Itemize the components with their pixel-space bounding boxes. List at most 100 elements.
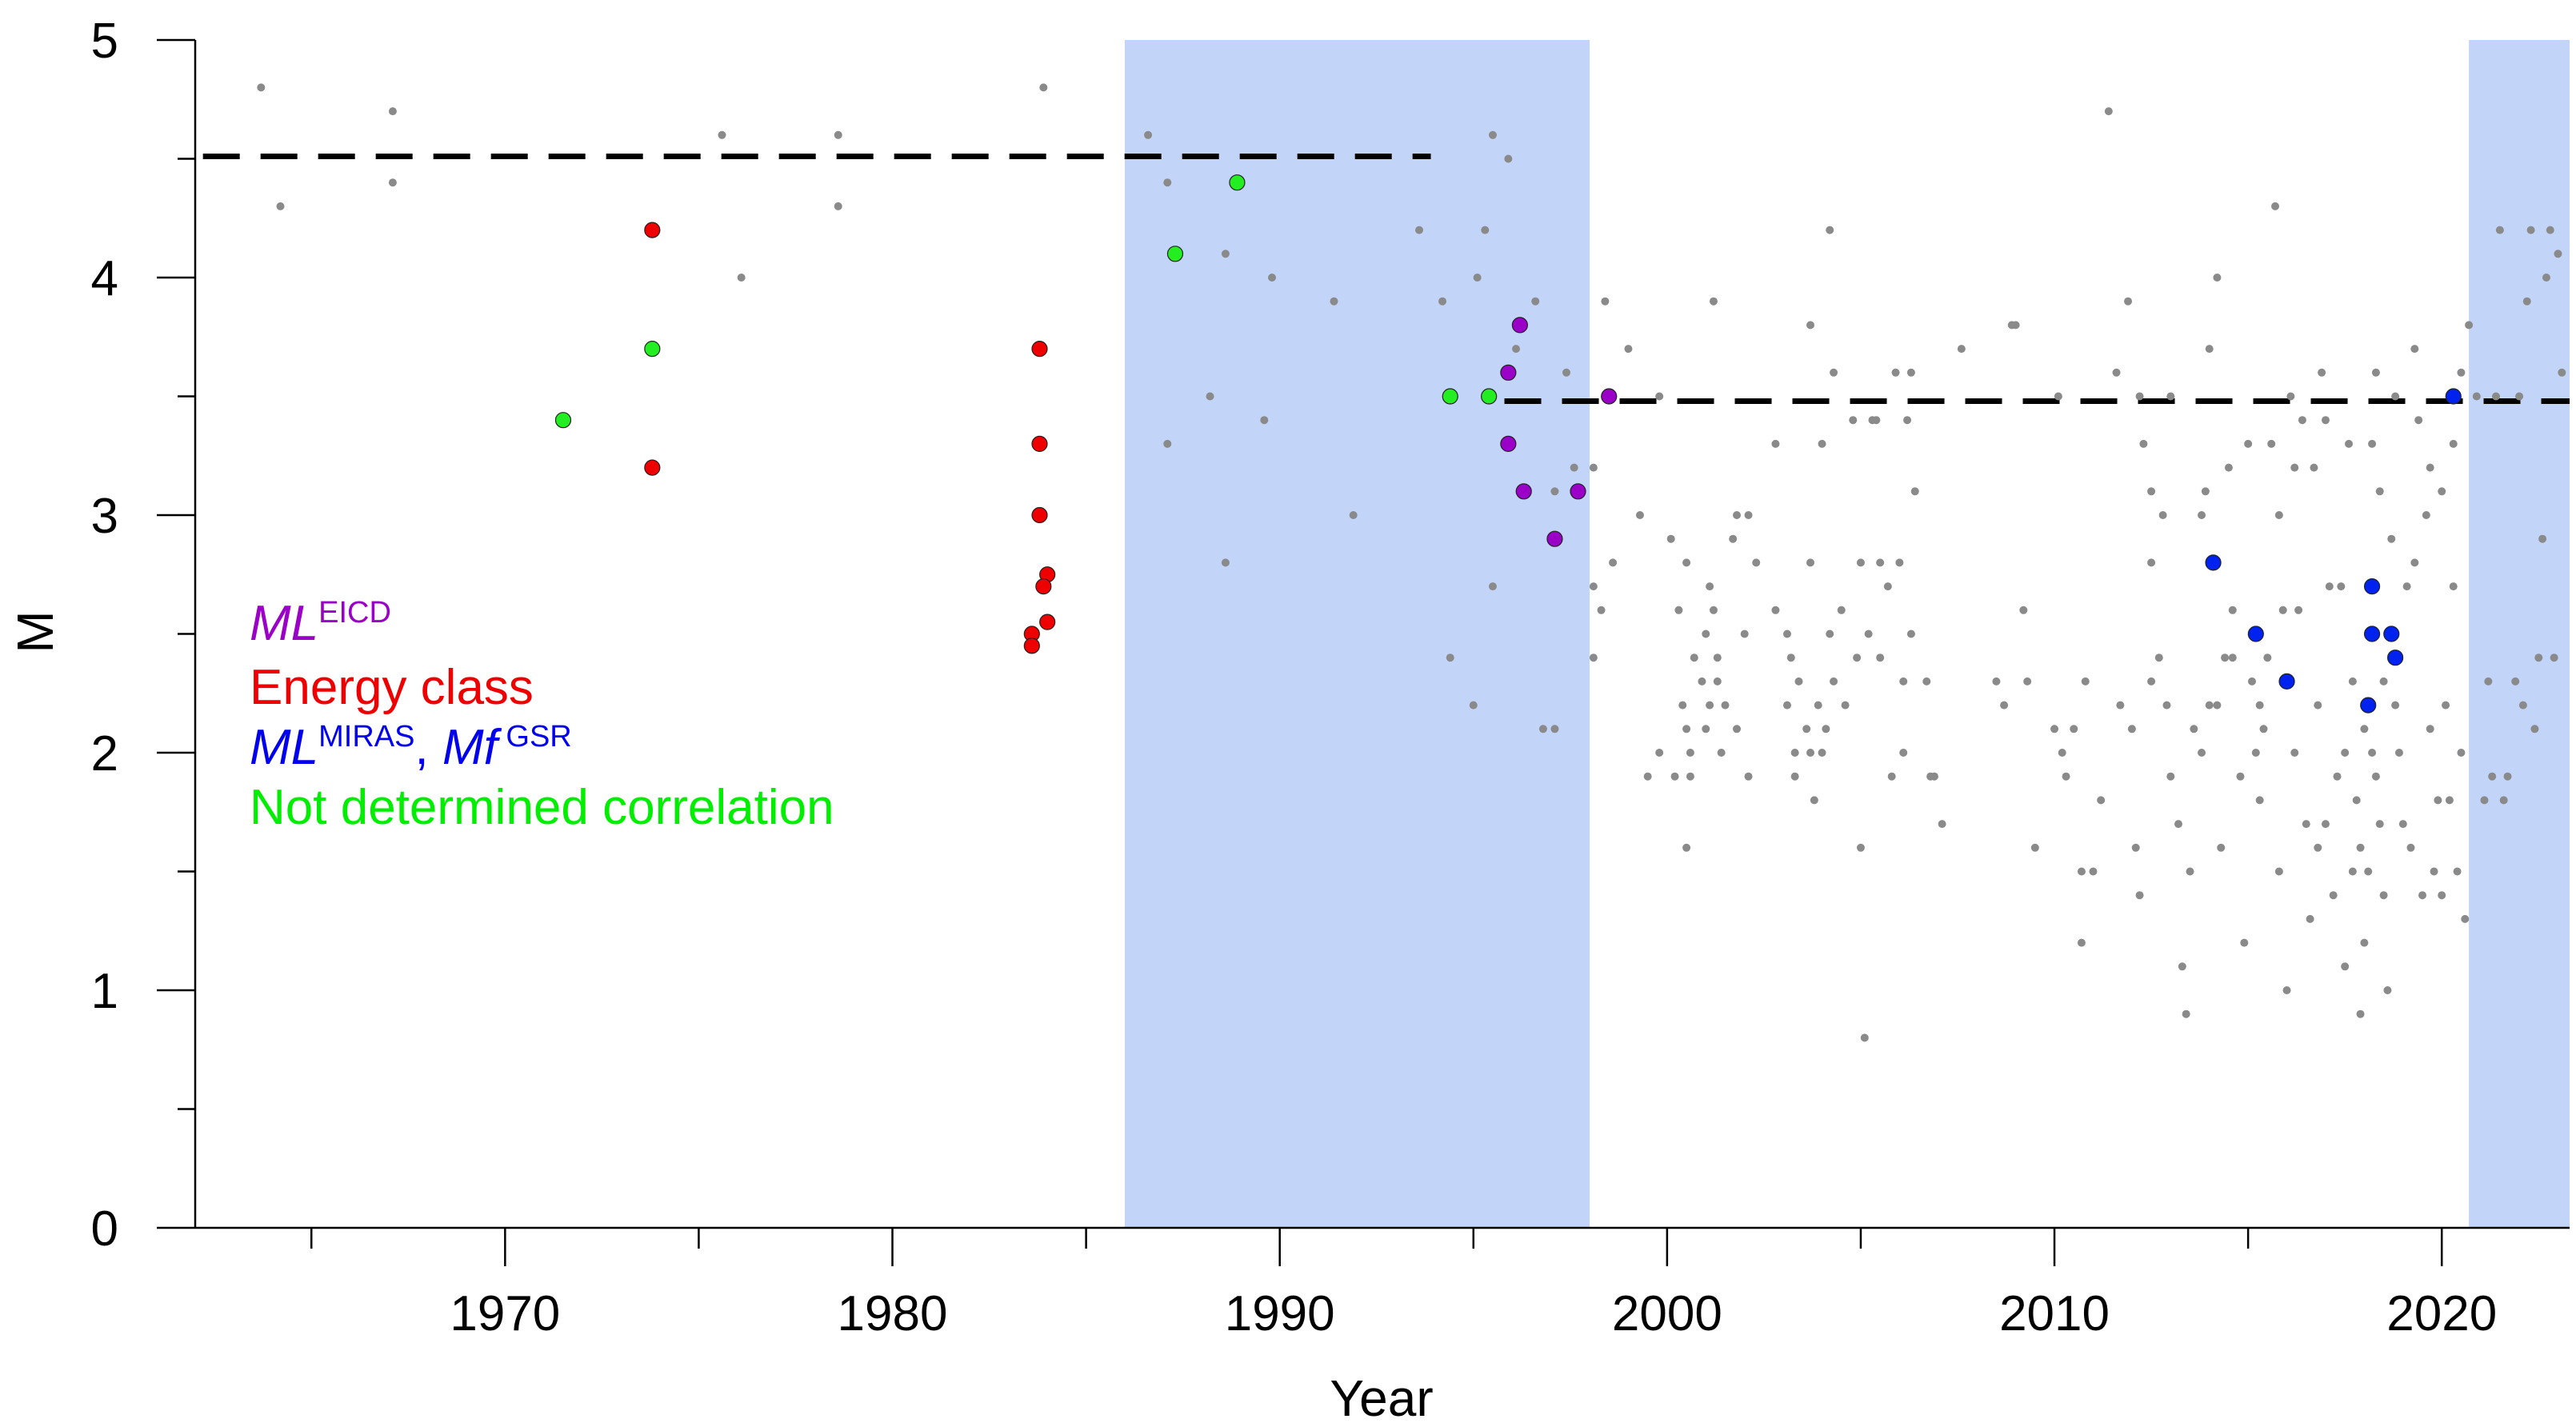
- event-point: [2298, 416, 2306, 425]
- event-point: [1794, 677, 1803, 686]
- event-point: [2360, 725, 2369, 733]
- event-point: [2154, 654, 2163, 662]
- event-point: [1856, 843, 1865, 852]
- highlighted-event-point: [2205, 554, 2222, 571]
- event-point: [2457, 368, 2466, 377]
- x-tick-label: 2000: [1612, 1286, 1722, 1341]
- event-point: [1876, 654, 1885, 662]
- event-point: [1538, 725, 1547, 733]
- event-point: [2387, 534, 2396, 543]
- event-point: [1698, 677, 1706, 686]
- y-tick-label: 4: [91, 251, 118, 306]
- event-point: [2318, 368, 2326, 377]
- event-point: [2406, 843, 2415, 852]
- event-point: [1601, 297, 1610, 306]
- event-point: [2379, 677, 2388, 686]
- event-point: [2371, 368, 2380, 377]
- event-point: [1790, 772, 1799, 781]
- event-point: [1744, 511, 1753, 519]
- event-point: [1849, 416, 1858, 425]
- event-point: [1163, 439, 1172, 448]
- event-point: [2445, 796, 2454, 805]
- event-point: [2166, 392, 2175, 401]
- event-point: [2011, 321, 2020, 330]
- event-point: [1330, 297, 1338, 306]
- event-point: [2228, 654, 2237, 662]
- event-point: [2356, 843, 2365, 852]
- event-point: [1830, 677, 1838, 686]
- legend-symbol: ML: [250, 720, 318, 775]
- event-point: [1876, 558, 1885, 567]
- event-point: [1531, 297, 1540, 306]
- event-point: [2360, 938, 2369, 947]
- event-point: [1733, 725, 1742, 733]
- event-point: [2542, 274, 2550, 282]
- event-point: [2314, 701, 2322, 710]
- event-point: [2306, 914, 2314, 923]
- event-point: [1790, 749, 1799, 757]
- event-point: [1260, 416, 1269, 425]
- y-tick-label: 5: [91, 14, 118, 69]
- event-point: [2515, 392, 2524, 401]
- highlighted-event-point: [1031, 435, 1048, 453]
- event-point: [1841, 701, 1850, 710]
- event-point: [2124, 297, 2133, 306]
- event-point: [2058, 749, 2066, 757]
- event-point: [1733, 511, 1742, 519]
- event-point: [2356, 1009, 2365, 1018]
- event-point: [2030, 843, 2039, 852]
- event-point: [1221, 250, 1230, 258]
- event-point: [1938, 820, 1946, 829]
- event-point: [2333, 772, 2342, 781]
- event-point: [276, 202, 285, 210]
- event-point: [2414, 416, 2423, 425]
- legend-superscript: MIRAS: [318, 720, 414, 753]
- event-point: [2495, 226, 2504, 234]
- event-point: [2391, 392, 2400, 401]
- shaded-period: [2469, 40, 2570, 1228]
- event-point: [1682, 725, 1691, 733]
- highlighted-event-point: [1166, 246, 1184, 262]
- event-point: [1686, 749, 1694, 757]
- x-tick-label: 2010: [1999, 1286, 2110, 1341]
- event-point: [1674, 606, 1683, 614]
- event-point: [1562, 368, 1570, 377]
- event-point: [1550, 487, 1559, 496]
- event-point: [1782, 630, 1791, 638]
- event-point: [2554, 250, 2562, 258]
- event-point: [2457, 749, 2466, 757]
- event-point: [1864, 630, 1873, 638]
- event-point: [2438, 487, 2446, 496]
- event-point: [2267, 439, 2276, 448]
- legend-superscript: EICD: [318, 596, 391, 630]
- event-point: [1810, 796, 1818, 805]
- event-point: [1481, 226, 1490, 234]
- event-point: [2274, 867, 2283, 876]
- event-point: [1469, 701, 1478, 710]
- event-point: [1802, 725, 1811, 733]
- event-point: [1702, 725, 1710, 733]
- event-point: [2186, 867, 2194, 876]
- event-point: [1597, 606, 1606, 614]
- event-point: [1446, 654, 1454, 662]
- event-point: [2368, 439, 2377, 448]
- x-tick-label: 1980: [838, 1286, 948, 1341]
- event-point: [1206, 392, 1214, 401]
- event-point: [1895, 558, 1904, 567]
- event-point: [1589, 654, 1598, 662]
- x-axis-label: Year: [1330, 1369, 1433, 1427]
- event-point: [2391, 701, 2400, 710]
- event-point: [1752, 558, 1761, 567]
- axes: 0 1 2 3 4 5 1970 1980 1990 2000 2010 2020: [91, 14, 2570, 1341]
- event-point: [1717, 749, 1726, 757]
- event-point: [1887, 772, 1896, 781]
- event-point: [2410, 345, 2419, 354]
- highlighted-event-point: [1031, 506, 1048, 524]
- event-point: [1822, 725, 1830, 733]
- event-point: [1806, 749, 1815, 757]
- event-point: [1782, 701, 1791, 710]
- event-point: [2213, 701, 2222, 710]
- event-point: [1910, 487, 1919, 496]
